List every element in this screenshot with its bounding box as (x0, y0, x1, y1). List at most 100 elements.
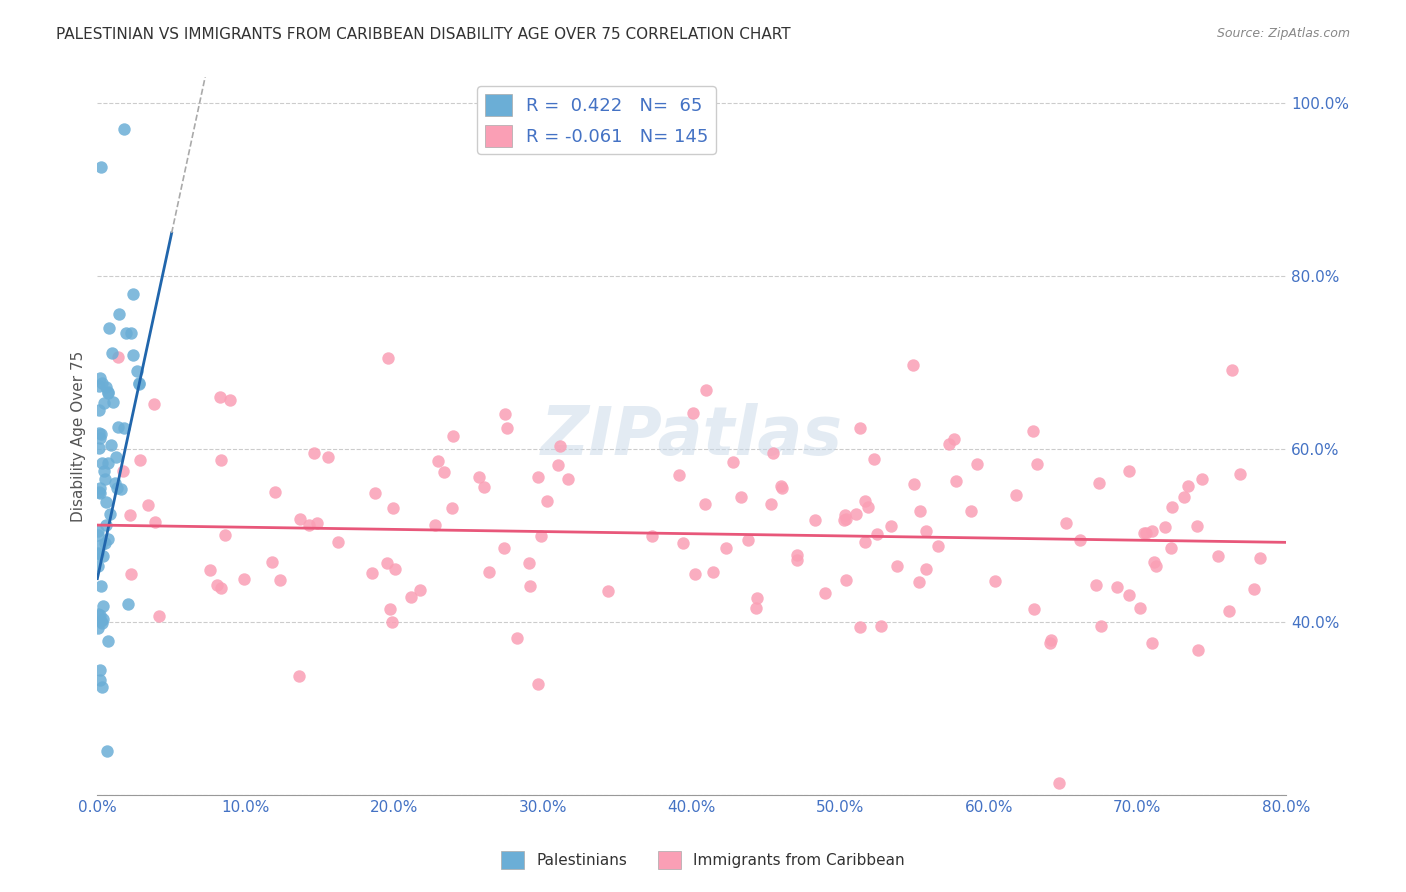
Point (260, 555, 283, 569)
Point (441, 500, 464, 515)
Point (128, 377, 150, 392)
Point (89, 441, 111, 455)
Point (90, 376, 112, 390)
Point (117, 597, 139, 611)
Point (866, 527, 889, 541)
Point (737, 533, 759, 547)
Point (641, 529, 664, 543)
Point (759, 498, 782, 512)
Point (1222, 362, 1244, 376)
Point (1132, 526, 1154, 541)
Point (1140, 524, 1163, 538)
Point (835, 512, 858, 526)
Point (1206, 549, 1229, 564)
Text: Source: ZipAtlas.com: Source: ZipAtlas.com (1216, 27, 1350, 40)
Point (90, 160, 112, 174)
Point (104, 475, 127, 490)
Point (87, 402, 110, 417)
Point (1153, 520, 1175, 534)
Point (915, 562, 938, 576)
Point (1135, 526, 1157, 541)
Point (1140, 636, 1163, 650)
Point (91, 612, 114, 626)
Point (527, 677, 550, 691)
Point (1177, 479, 1199, 493)
Point (845, 507, 868, 521)
Point (89, 485, 111, 500)
Point (835, 574, 858, 588)
Point (399, 591, 422, 605)
Point (1185, 519, 1208, 533)
Point (492, 541, 515, 556)
Point (101, 346, 124, 360)
Point (127, 364, 149, 378)
Point (96, 744, 118, 758)
Point (683, 566, 706, 581)
Point (384, 562, 406, 576)
Point (122, 348, 145, 362)
Point (1047, 776, 1070, 790)
Point (472, 479, 495, 493)
Point (97, 634, 120, 648)
Point (880, 519, 903, 533)
Point (145, 515, 167, 529)
Point (714, 541, 737, 555)
Point (598, 583, 620, 598)
Point (381, 615, 404, 629)
Point (786, 548, 808, 562)
Point (375, 557, 398, 571)
Point (1161, 500, 1184, 514)
Point (938, 437, 960, 451)
Point (1024, 601, 1046, 615)
Point (527, 470, 550, 484)
Point (87, 621, 110, 635)
Point (107, 350, 129, 364)
Point (107, 307, 129, 321)
Point (984, 574, 1007, 588)
Point (91, 549, 114, 563)
Point (547, 458, 569, 472)
Point (232, 572, 254, 586)
Point (93, 396, 115, 410)
Point (90, 426, 112, 441)
Point (105, 481, 128, 495)
Y-axis label: Disability Age Over 75: Disability Age Over 75 (72, 351, 86, 522)
Point (672, 536, 695, 550)
Point (908, 575, 931, 590)
Point (1160, 541, 1182, 556)
Point (100, 438, 122, 452)
Point (101, 395, 124, 409)
Point (121, 286, 143, 301)
Point (98, 507, 121, 521)
Point (87, 528, 110, 542)
Point (942, 433, 965, 447)
Point (682, 406, 704, 420)
Point (328, 534, 350, 549)
Point (363, 486, 385, 500)
Point (1218, 604, 1240, 618)
Point (747, 591, 769, 605)
Point (423, 518, 446, 533)
Point (478, 565, 501, 579)
Point (209, 390, 232, 404)
Point (89, 481, 111, 495)
Point (1105, 580, 1128, 594)
Point (112, 421, 135, 435)
Point (112, 122, 135, 136)
Point (945, 474, 967, 488)
Point (287, 669, 309, 683)
Point (97, 385, 120, 400)
Point (86, 546, 108, 560)
Point (1026, 457, 1049, 471)
Point (863, 452, 886, 467)
Point (1118, 589, 1140, 603)
Point (1069, 533, 1091, 547)
Point (1249, 550, 1271, 565)
Point (97, 456, 120, 470)
Point (263, 484, 285, 499)
Point (1039, 636, 1062, 650)
Point (721, 455, 744, 469)
Point (927, 539, 949, 553)
Point (120, 508, 142, 523)
Point (870, 618, 893, 632)
